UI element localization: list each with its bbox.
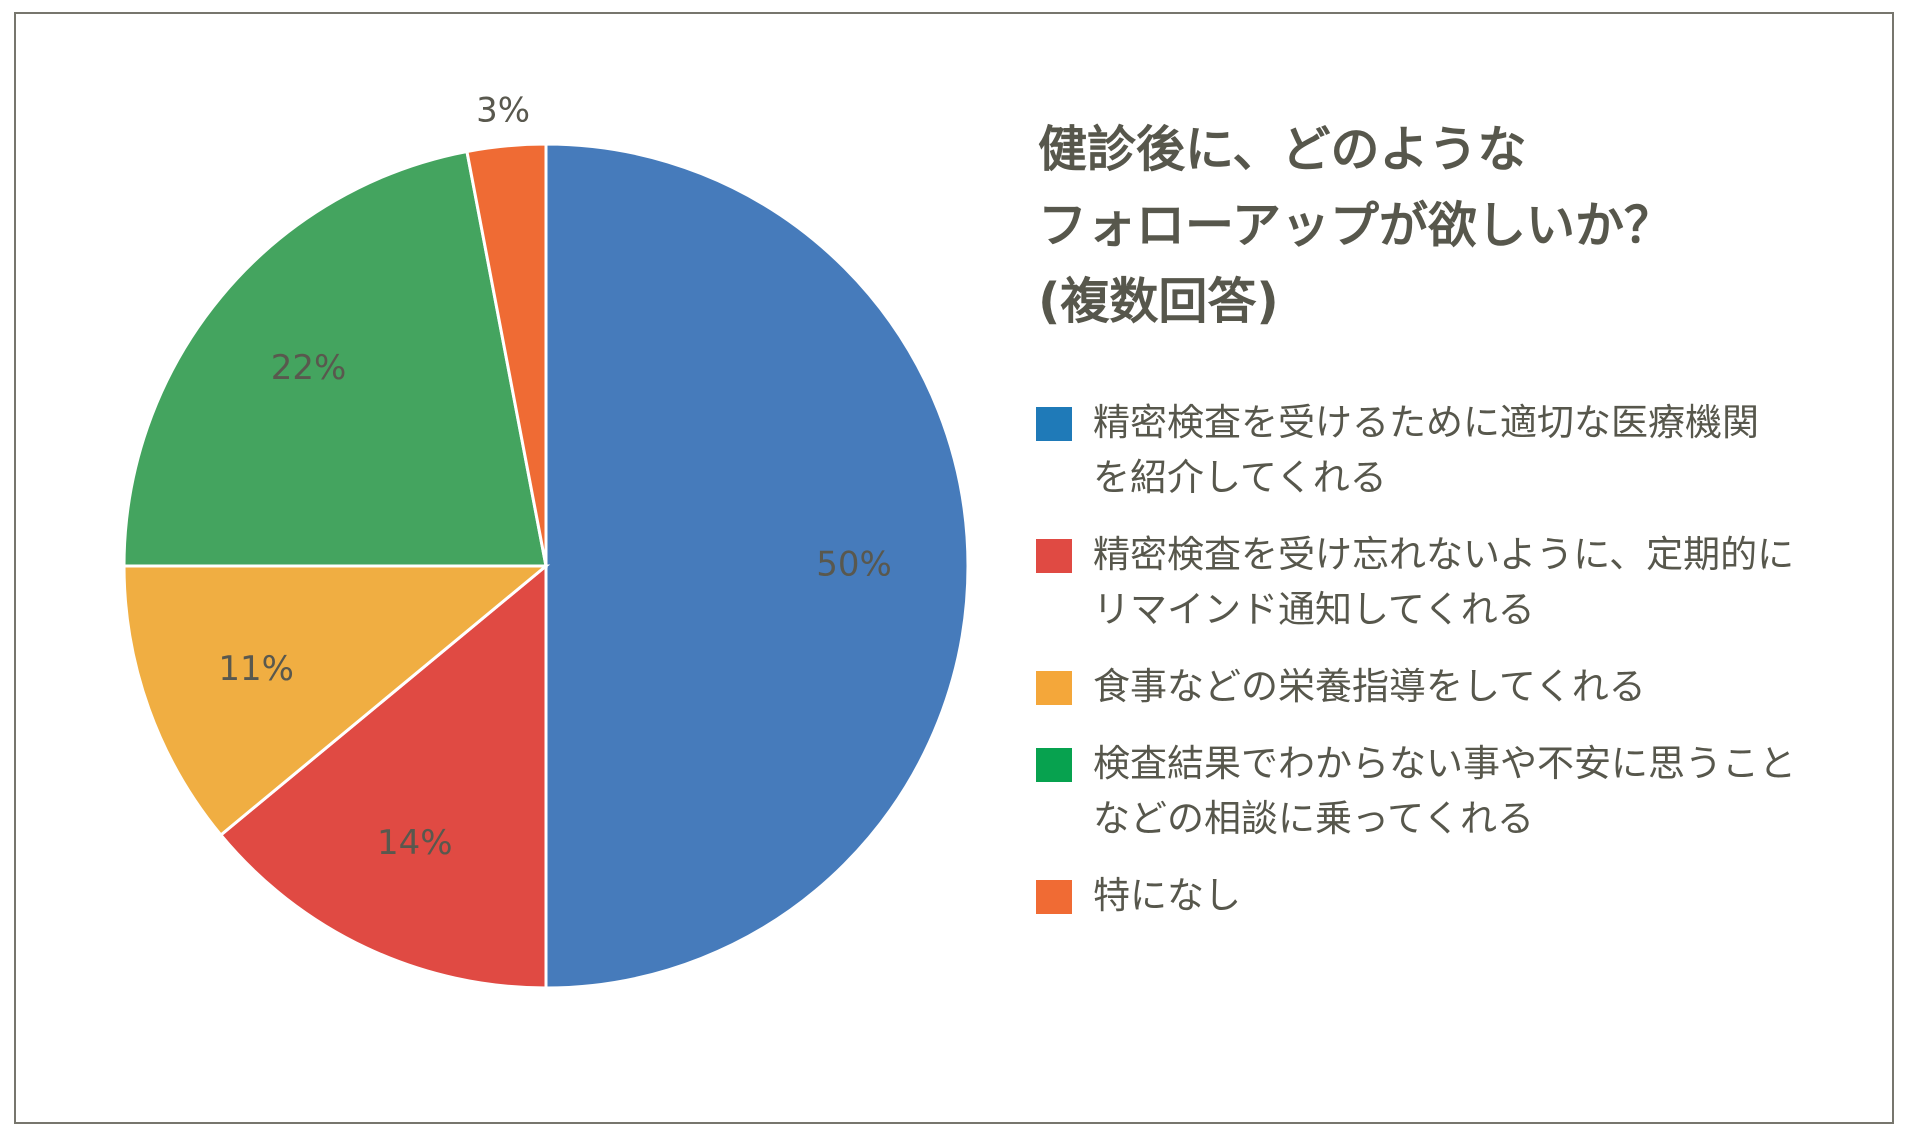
pie-slice-consultation xyxy=(122,149,548,568)
legend-label-line: 食事などの栄養指導をしてくれる xyxy=(1093,665,1646,708)
legend-label-line: 特になし xyxy=(1093,874,1241,917)
pie-value-label-consultation: 22% xyxy=(271,348,347,388)
pie-slice-reminder xyxy=(218,562,548,990)
pie-value-label-nutrition: 11% xyxy=(218,649,294,689)
legend-entry-nutrition: 食事などの栄養指導をしてくれる xyxy=(1036,659,1856,714)
pie-chart: 50% 14% 11% 22% 3% xyxy=(122,91,970,990)
legend-label-line: 検査結果でわからない事や不安に思うこと xyxy=(1093,742,1796,785)
legend-entry-reminder: 精密検査を受け忘れないように、定期的に リマインド通知してくれる xyxy=(1036,527,1856,637)
pie-slice-none xyxy=(465,142,548,567)
legend-label-line: などの相談に乗ってくれる xyxy=(1093,797,1535,840)
chart-title-line-2: フォローアップが欲しいか？ xyxy=(1038,197,1674,254)
legend-swatch-nutrition xyxy=(1036,671,1072,705)
pie-value-label-none: 3% xyxy=(476,91,530,131)
legend-swatch-reminder xyxy=(1036,539,1072,573)
legend-entry-none: 特になし xyxy=(1036,868,1856,923)
pie-slice-nutrition xyxy=(122,564,551,838)
legend-label-line: 精密検査を受け忘れないように、定期的に xyxy=(1093,533,1795,576)
legend-label-line: リマインド通知してくれる xyxy=(1093,588,1535,631)
pie-value-label-referral: 50% xyxy=(816,545,892,585)
legend-entry-referral: 精密検査を受けるために適切な医療機関 を紹介してくれる xyxy=(1036,395,1856,505)
chart-title: 健診後に、どのような フォローアップが欲しいか？ (複数回答) xyxy=(1038,112,1858,340)
legend-swatch-referral xyxy=(1036,407,1072,441)
pie-slice-referral xyxy=(544,142,970,990)
pie-value-label-reminder: 14% xyxy=(377,823,453,863)
legend-label-line: を紹介してくれる xyxy=(1093,456,1387,499)
legend-swatch-consultation xyxy=(1036,748,1072,782)
chart-legend: 精密検査を受けるために適切な医療機関 を紹介してくれる 精密検査を受け忘れないよ… xyxy=(1036,395,1856,945)
legend-swatch-none xyxy=(1036,880,1072,914)
chart-title-line-3: (複数回答) xyxy=(1038,273,1279,330)
chart-title-line-1: 健診後に、どのような xyxy=(1038,121,1527,178)
legend-label-line: 精密検査を受けるために適切な医療機関 xyxy=(1093,401,1759,444)
legend-entry-consultation: 検査結果でわからない事や不安に思うこと などの相談に乗ってくれる xyxy=(1036,736,1856,846)
